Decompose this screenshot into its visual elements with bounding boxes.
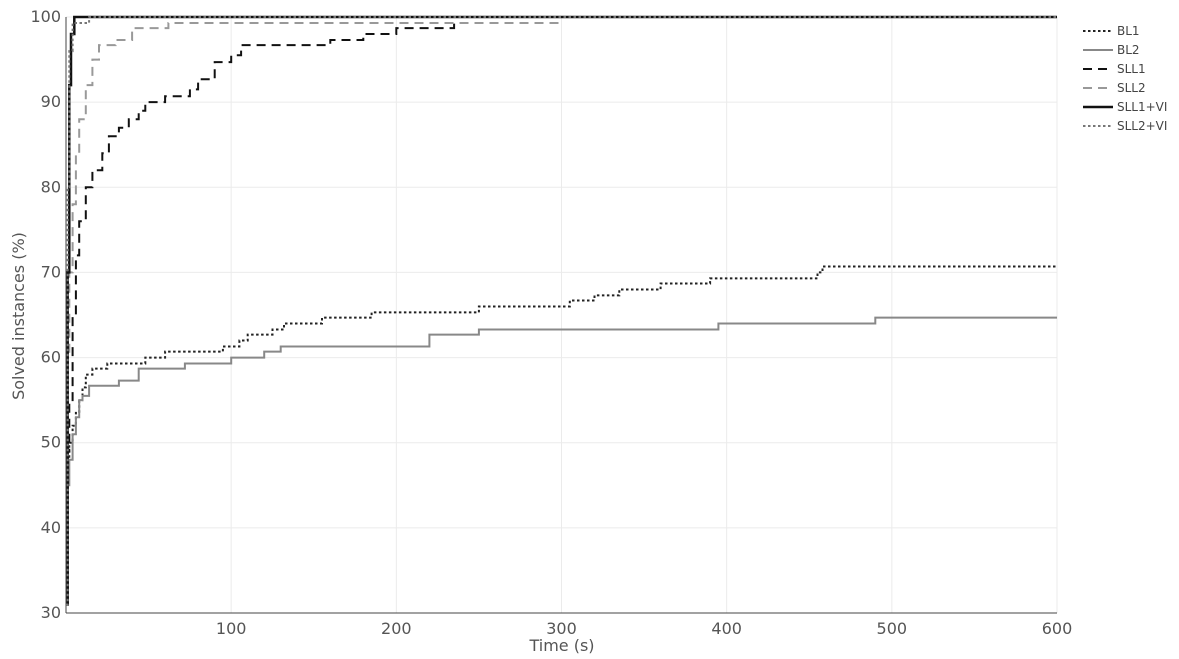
x-tick-label: 200 [381,619,412,638]
tick-labels: 100 200 300 400 500 600 30 40 50 60 70 80 90 100 [30,7,1072,638]
series-line-bl2 [66,316,1057,606]
x-tick-label: 600 [1042,619,1073,638]
legend: BL1 BL2 SLL1 SLL2 SLL1+VI SLL2+VI [1083,24,1167,133]
y-tick-label: 50 [41,433,61,452]
x-tick-label: 500 [877,619,908,638]
y-tick-label: 90 [41,92,61,111]
y-tick-label: 40 [41,518,61,537]
legend-label-bl2: BL2 [1117,43,1140,57]
series-lines [66,15,1057,606]
x-axis-title: Time (s) [528,636,594,655]
series-line-sll2 [66,22,562,606]
legend-label-sll2: SLL2 [1117,81,1146,95]
y-tick-label: 30 [41,603,61,622]
y-tick-label: 80 [41,177,61,196]
x-tick-label: 400 [711,619,742,638]
series-line-sll2-vi [66,16,1057,606]
series-line-sll1-vi [66,15,1057,606]
series-line-sll1 [66,22,471,606]
legend-label-sll2-vi: SLL2+VI [1117,119,1167,133]
y-axis-title: Solved instances (%) [9,232,28,400]
y-tick-label: 60 [41,348,61,367]
x-tick-label: 100 [216,619,247,638]
x-tick-label: 300 [546,619,577,638]
y-tick-label: 70 [41,262,61,281]
legend-label-bl1: BL1 [1117,24,1140,38]
y-tick-label: 100 [30,7,61,26]
grid-lines [66,16,1058,613]
axes [65,17,1057,614]
legend-label-sll1: SLL1 [1117,62,1146,76]
series-line-bl1 [66,265,1057,606]
legend-label-sll1-vi: SLL1+VI [1117,100,1167,114]
